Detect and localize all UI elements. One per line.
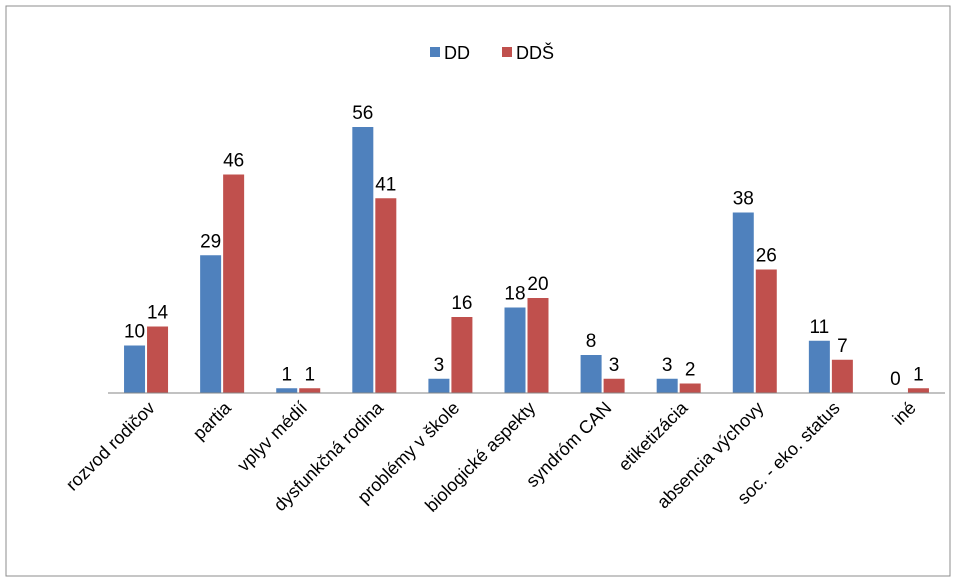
value-label-dd-soc-eko-status: 11 xyxy=(809,317,829,338)
bar-dds-soc-eko-status xyxy=(831,359,853,393)
value-label-dd-dysfunkcna-rodina: 56 xyxy=(352,103,373,124)
bar-dd-problemy-v-skole xyxy=(428,378,450,393)
value-label-dds-syndrom-can: 3 xyxy=(609,355,620,376)
value-label-dds-etiketizacia: 2 xyxy=(685,360,696,381)
bars xyxy=(124,127,929,393)
bar-dds-dysfunkcna-rodina xyxy=(375,198,397,393)
bar-dds-ine xyxy=(907,388,929,393)
value-label-dds-rozvod-rodicov: 14 xyxy=(147,303,169,324)
legend: DD DDŠ xyxy=(430,42,554,63)
bar-dd-syndrom-can xyxy=(580,355,602,393)
bar-dds-biologicke-aspekty xyxy=(527,298,549,393)
value-label-dds-partia: 46 xyxy=(223,151,244,172)
value-label-dds-problemy-v-skole: 16 xyxy=(451,293,472,314)
bar-dd-vplyv-medii xyxy=(276,388,298,393)
value-label-dds-vplyv-medii: 1 xyxy=(304,364,315,385)
bar-dd-rozvod-rodicov xyxy=(124,345,146,393)
bar-dd-biologicke-aspekty xyxy=(504,307,526,393)
bar-dds-absencia-vychovy xyxy=(755,269,777,393)
value-label-dd-vplyv-medii: 1 xyxy=(281,364,292,385)
bar-dds-syndrom-can xyxy=(603,378,625,393)
value-label-dd-ine: 0 xyxy=(890,369,901,390)
value-label-dds-soc-eko-status: 7 xyxy=(837,336,848,357)
legend-label-dd: DD xyxy=(444,43,470,63)
bar-dd-absencia-vychovy xyxy=(732,212,754,393)
bar-dd-partia xyxy=(200,255,222,393)
bar-dds-rozvod-rodicov xyxy=(147,326,169,393)
legend-swatch-dds xyxy=(502,47,512,57)
legend-label-dds: DDŠ xyxy=(516,42,554,63)
bar-dd-soc-eko-status xyxy=(808,340,830,393)
bar-dd-etiketizacia xyxy=(656,378,678,393)
value-label-dds-absencia-vychovy: 26 xyxy=(756,246,777,267)
legend-swatch-dd xyxy=(430,47,440,57)
bar-dd-dysfunkcna-rodina xyxy=(352,127,374,393)
value-label-dds-ine: 1 xyxy=(913,364,924,385)
value-label-dd-syndrom-can: 8 xyxy=(586,331,597,352)
value-label-dds-biologicke-aspekty: 20 xyxy=(527,274,548,295)
bar-dds-vplyv-medii xyxy=(299,388,321,393)
bar-dds-problemy-v-skole xyxy=(451,317,473,393)
value-label-dd-absencia-vychovy: 38 xyxy=(733,189,754,210)
value-label-dd-partia: 29 xyxy=(200,231,221,252)
bar-dds-partia xyxy=(223,174,245,393)
value-label-dd-biologicke-aspekty: 18 xyxy=(504,284,525,305)
value-label-dd-rozvod-rodicov: 10 xyxy=(124,322,145,343)
chart-frame xyxy=(5,5,951,577)
value-label-dds-dysfunkcna-rodina: 41 xyxy=(375,174,396,195)
value-label-dd-problemy-v-skole: 3 xyxy=(434,355,445,376)
value-label-dd-etiketizacia: 3 xyxy=(662,355,673,376)
bar-dds-etiketizacia xyxy=(679,383,701,393)
